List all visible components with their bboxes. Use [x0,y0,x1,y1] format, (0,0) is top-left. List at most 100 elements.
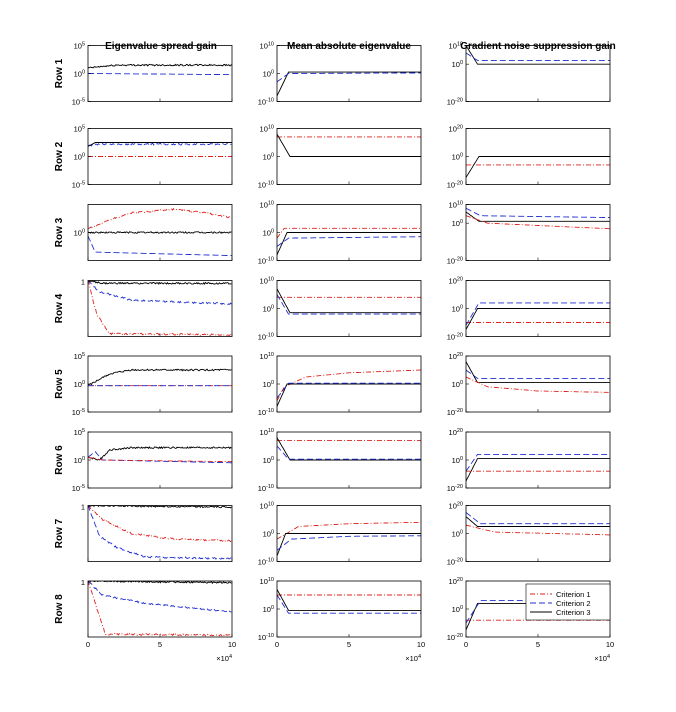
y-tick-label: 1010 [260,577,274,586]
axes-box [465,355,611,413]
x-exponent-label: ×104 [216,654,232,663]
series-criterion-3 [277,383,421,407]
y-tick-label: 10-20 [447,408,463,417]
series-criterion-1 [466,215,610,230]
y-tick-label: 100 [263,605,274,614]
axes-box [87,280,233,337]
row-label-4: Row 4 [54,293,65,323]
axes-box [465,431,611,489]
y-tick-label: 10-10 [258,408,274,417]
panel-row3-col3: 1010 100 10-20 [447,201,611,266]
y-tick-label: 100 [263,380,274,389]
panel-row7-col1: 1 Row 7 [54,503,233,562]
y-tick-label: 100 [74,153,85,162]
y-tick-label: 1020 [449,428,463,437]
y-tick-label: 1010 [260,502,274,511]
y-tick-label: 10-5 [72,484,85,493]
y-tick-label: 10-5 [72,98,85,107]
x-tick-label: 10 [228,640,236,649]
y-tick-label: 100 [452,605,463,614]
series-criterion-1 [88,505,232,543]
row-label-6: Row 6 [54,445,65,475]
x-tick-label: 5 [347,640,351,649]
series-criterion-3 [466,516,610,527]
panel-row1-col1: 105 100 10-5 Row 1 [54,42,233,107]
y-tick-label: 1010 [260,42,274,51]
series-criterion-2 [466,453,610,472]
axes-box [465,45,611,102]
y-tick-label: 100 [74,456,85,465]
y-tick-label: 10-5 [72,181,85,190]
series-criterion-1 [466,524,610,536]
panel-row2-col1: 105 100 10-5 Row 2 [54,125,233,190]
series-criterion-3 [88,505,232,509]
series-criterion-3 [88,63,232,69]
row-label-2: Row 2 [54,141,65,171]
series-criterion-2 [88,280,232,306]
y-tick-label: 10-10 [258,98,274,107]
panel-row4-col2: 1010 100 10-10 [258,277,422,342]
series-criterion-3 [88,231,232,235]
y-tick-label: 1020 [449,277,463,286]
series-criterion-2 [466,207,610,219]
y-tick-label: 105 [74,125,85,134]
y-tick-label: 100 [263,229,274,238]
y-tick-label: 100 [263,153,274,162]
series-criterion-2 [466,512,610,525]
x-tick-label: 0 [86,640,90,649]
y-tick-label: 1010 [260,277,274,286]
column-title-2: Mean absolute eigenvalue [287,41,411,52]
y-tick-label: 1010 [260,352,274,361]
legend-label-criterion-1: Criterion 1 [556,590,591,599]
axes-box [465,204,611,261]
legend-label-criterion-3: Criterion 3 [556,608,591,617]
y-tick-label: 10-10 [258,181,274,190]
column-titles: Eigenvalue spread gain Mean absolute eig… [105,41,616,52]
axes-box [87,505,233,562]
series-criterion-1 [88,207,232,229]
y-tick-label: 10-20 [447,333,463,342]
y-tick-label: 1020 [449,125,463,134]
y-tick-label: 100 [452,219,463,228]
y-tick-label: 1020 [449,352,463,361]
panel-row6-col3: 1020 100 10-20 [447,428,611,493]
panel-row5-col2: 1010 100 10-10 [258,352,422,417]
series-criterion-2 [277,236,421,247]
legend-box [525,583,611,621]
series-criterion-1 [88,456,232,463]
x-tick-label: 5 [536,640,540,649]
series-criterion-2 [88,73,232,76]
series-criterion-3 [88,280,232,286]
series-criterion-2 [466,52,610,61]
series-criterion-3 [88,368,232,386]
series-criterion-1 [277,369,421,402]
y-tick-label: 1020 [449,577,463,586]
y-tick-label: 100 [263,456,274,465]
column-title-1: Eigenvalue spread gain [105,41,217,52]
axes-box [87,580,233,638]
panel-row1-col3: 1010 100 10-20 [447,42,611,107]
series-criterion-3 [88,446,232,461]
y-tick-label: 1 [81,503,85,512]
row-label-8: Row 8 [54,594,65,624]
series-criterion-3 [466,45,610,65]
series-criterion-2 [88,505,232,561]
x-tick-label: 0 [464,640,468,649]
y-tick-label: 100 [263,305,274,314]
y-tick-label: 100 [452,305,463,314]
series-criterion-2 [277,382,421,399]
y-tick-label: 100 [452,60,463,69]
y-tick-label: 1010 [449,42,463,51]
y-tick-label: 100 [263,70,274,79]
series-criterion-3 [466,211,610,222]
series-criterion-3 [277,589,421,611]
x-tick-label: 0 [275,640,279,649]
series-criterion-3 [466,308,610,330]
series-criterion-2 [466,369,610,379]
y-tick-label: 100 [74,229,85,238]
y-tick-label: 10-10 [258,257,274,266]
y-tick-label: 1010 [260,201,274,210]
